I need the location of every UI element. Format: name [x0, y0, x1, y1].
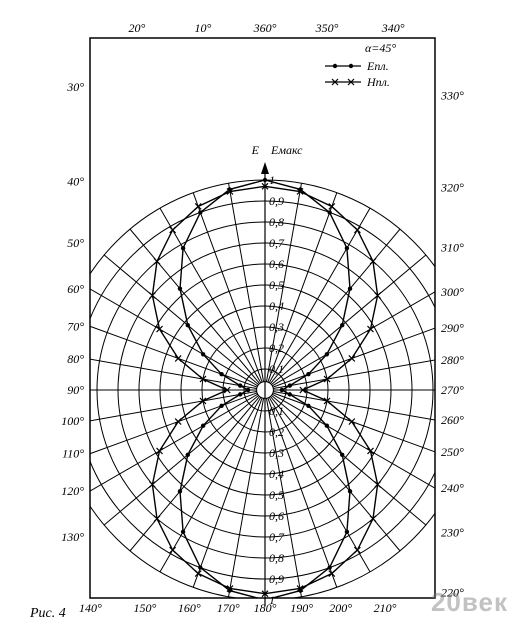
- watermark-text: 20век: [431, 587, 508, 618]
- svg-text:0,1: 0,1: [269, 362, 284, 376]
- svg-text:30°: 30°: [66, 80, 84, 94]
- svg-text:0,9: 0,9: [269, 194, 284, 208]
- svg-text:250°: 250°: [441, 445, 464, 459]
- figure-caption: Рис. 4: [30, 606, 66, 622]
- svg-text:360°: 360°: [253, 21, 277, 35]
- svg-text:330°: 330°: [440, 89, 464, 103]
- svg-text:350°: 350°: [315, 21, 339, 35]
- svg-text:Eпл.: Eпл.: [366, 59, 389, 73]
- svg-text:70°: 70°: [67, 319, 84, 333]
- svg-text:80°: 80°: [67, 352, 84, 366]
- svg-text:200°: 200°: [329, 601, 352, 615]
- svg-text:0,7: 0,7: [269, 530, 285, 544]
- svg-text:320°: 320°: [440, 180, 464, 194]
- figure-page: 0,1 0,1 0,2 0,2 0,3 0,3 0,4 0,4 0,5 0,5 0,6 0,6 0,7 0…: [0, 0, 526, 638]
- svg-text:340°: 340°: [381, 21, 405, 35]
- svg-text:0,6: 0,6: [269, 257, 284, 271]
- svg-text:0,2: 0,2: [269, 425, 284, 439]
- svg-text:E: E: [251, 143, 260, 157]
- svg-text:0,4: 0,4: [269, 467, 284, 481]
- svg-text:0,4: 0,4: [269, 299, 284, 313]
- svg-text:50°: 50°: [67, 236, 84, 250]
- svg-text:150°: 150°: [134, 601, 157, 615]
- svg-text:290°: 290°: [441, 321, 464, 335]
- svg-text:130°: 130°: [61, 530, 84, 544]
- svg-text:180°: 180°: [254, 601, 277, 615]
- svg-text:Hпл.: Hпл.: [366, 75, 390, 89]
- svg-text:190°: 190°: [290, 601, 313, 615]
- svg-text:0,2: 0,2: [269, 341, 284, 355]
- svg-text:280°: 280°: [441, 353, 464, 367]
- svg-text:0,8: 0,8: [269, 551, 284, 565]
- svg-text:170°: 170°: [217, 601, 240, 615]
- svg-text:60°: 60°: [67, 282, 84, 296]
- svg-text:140°: 140°: [79, 601, 102, 615]
- svg-text:120°: 120°: [61, 484, 84, 498]
- svg-text:90°: 90°: [67, 383, 84, 397]
- svg-text:0,3: 0,3: [269, 320, 284, 334]
- svg-text:110°: 110°: [62, 447, 84, 461]
- svg-text:α=45°: α=45°: [365, 41, 396, 55]
- svg-text:240°: 240°: [441, 481, 464, 495]
- svg-text:310°: 310°: [440, 240, 464, 254]
- svg-text:100°: 100°: [61, 414, 84, 428]
- svg-text:1: 1: [269, 173, 275, 187]
- svg-text:0,6: 0,6: [269, 509, 284, 523]
- svg-text:210°: 210°: [374, 601, 397, 615]
- svg-text:260°: 260°: [441, 413, 464, 427]
- svg-text:270°: 270°: [441, 383, 464, 397]
- svg-text:Eмакс: Eмакс: [270, 143, 303, 157]
- svg-text:160°: 160°: [178, 601, 201, 615]
- svg-text:230°: 230°: [441, 526, 464, 540]
- svg-text:40°: 40°: [67, 174, 84, 188]
- svg-text:300°: 300°: [440, 285, 464, 299]
- polar-chart: 0,1 0,1 0,2 0,2 0,3 0,3 0,4 0,4 0,5 0,5 0,6 0,6 0,7 0…: [0, 0, 526, 638]
- svg-text:0,8: 0,8: [269, 215, 284, 229]
- svg-text:0,3: 0,3: [269, 446, 284, 460]
- svg-text:0,5: 0,5: [269, 488, 284, 502]
- svg-text:0,5: 0,5: [269, 278, 284, 292]
- svg-text:10°: 10°: [195, 21, 212, 35]
- svg-text:20°: 20°: [128, 21, 145, 35]
- svg-text:0,1: 0,1: [269, 404, 284, 418]
- svg-text:0,7: 0,7: [269, 236, 285, 250]
- svg-text:0,9: 0,9: [269, 572, 284, 586]
